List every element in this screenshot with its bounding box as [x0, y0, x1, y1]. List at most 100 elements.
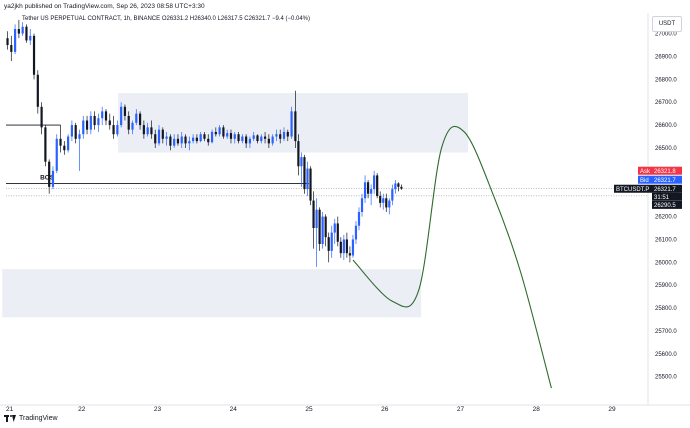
candle	[226, 129, 229, 139]
candle	[336, 216, 339, 247]
candle-body	[245, 136, 248, 144]
candle	[63, 141, 66, 155]
candle	[59, 125, 62, 153]
x-tick-label: 26	[381, 406, 389, 413]
candle-body	[279, 134, 282, 139]
y-tick-label: 27000.0	[655, 32, 677, 38]
candle	[279, 129, 282, 144]
candle	[357, 207, 361, 231]
candle-body	[44, 127, 47, 162]
candle-body	[357, 212, 361, 226]
candle-body	[48, 161, 51, 187]
y-tick-label: 26000.0	[655, 260, 677, 266]
candle	[286, 129, 289, 142]
symbol-legend: Tether US PERPETUAL CONTRACT, 1h, BINANC…	[22, 16, 310, 22]
candle	[290, 106, 293, 139]
supply-demand-zone-1	[2, 269, 422, 318]
candle	[248, 136, 252, 148]
candle-body	[376, 175, 379, 196]
candle	[17, 19, 20, 39]
candle-body	[237, 134, 240, 142]
candle-body	[6, 38, 9, 46]
candle	[397, 182, 400, 192]
candle	[275, 129, 278, 142]
candle	[127, 111, 130, 135]
bid-price-tag: 26321.7	[652, 175, 682, 184]
candle-body	[93, 115, 96, 126]
candle	[312, 191, 315, 249]
candle	[48, 159, 51, 194]
candle-body	[294, 111, 297, 142]
candle-body	[78, 134, 81, 139]
x-tick-label: 24	[230, 406, 238, 413]
y-tick-label: 26700.0	[655, 100, 677, 106]
candle	[51, 166, 55, 190]
currency-button[interactable]: USDT	[652, 16, 682, 32]
candle	[199, 131, 202, 143]
candle-body	[394, 183, 397, 190]
candle-body	[282, 131, 286, 139]
candle-body	[150, 127, 153, 135]
candle	[6, 31, 9, 50]
candle-body	[180, 136, 183, 144]
candle-body	[321, 216, 324, 245]
bid-label-tag: Bid	[638, 175, 652, 184]
published-header: ya2jkh published on TradingView.com, Sep…	[0, 0, 690, 13]
candle	[82, 115, 85, 139]
candle	[192, 134, 195, 144]
candle-body	[207, 138, 210, 143]
candle-body	[161, 129, 164, 139]
candle	[55, 134, 58, 174]
x-tick-label: 27	[457, 406, 465, 413]
footer: TradingView	[4, 414, 58, 422]
candle	[237, 131, 240, 144]
supply-demand-zone-0	[118, 93, 469, 153]
ask-price-tag-text: 26321.8	[654, 169, 676, 175]
candle-body	[391, 189, 394, 201]
x-tick-label: 22	[78, 406, 86, 413]
candle	[161, 127, 164, 144]
candle-body	[120, 106, 123, 126]
candle	[29, 29, 32, 46]
candle-body	[195, 137, 198, 142]
candle-body	[312, 200, 315, 229]
candle-body	[222, 127, 225, 137]
candle	[176, 134, 180, 146]
candle-body	[157, 129, 161, 144]
candle-body	[32, 35, 36, 75]
y-tick-label: 25900.0	[655, 283, 677, 289]
ask-price-tag-bg	[652, 166, 682, 175]
candle	[256, 134, 259, 144]
candle	[366, 179, 370, 199]
bid-label-tag-bg	[638, 175, 652, 184]
symbol-tag-bg	[614, 184, 652, 193]
candle	[210, 129, 214, 144]
symbol-tag: BTCUSDT.P	[614, 184, 652, 193]
bid-label-tag-text: Bid	[640, 178, 649, 184]
candle	[116, 120, 119, 137]
candle	[218, 125, 221, 137]
candle-body	[184, 136, 187, 144]
candle-body	[297, 141, 300, 167]
candle	[297, 134, 300, 176]
candle	[207, 134, 210, 146]
candle	[252, 131, 255, 142]
candle-body	[333, 223, 336, 233]
candle-body	[388, 200, 391, 208]
y-tick-label: 25500.0	[655, 375, 677, 381]
candle-body	[339, 241, 342, 254]
candle-body	[303, 157, 306, 190]
candle	[40, 102, 43, 135]
candle-body	[146, 127, 149, 135]
last-price-tag-bg	[652, 184, 682, 193]
candle-body	[327, 237, 330, 251]
candle	[339, 237, 342, 258]
y-tick-label: 26900.0	[655, 54, 677, 60]
candle	[263, 131, 267, 144]
candle-body	[165, 136, 168, 139]
y-tick-label: 26500.0	[655, 146, 677, 152]
x-tick-label: 29	[608, 406, 616, 413]
candle	[391, 184, 394, 206]
candle	[74, 122, 77, 144]
